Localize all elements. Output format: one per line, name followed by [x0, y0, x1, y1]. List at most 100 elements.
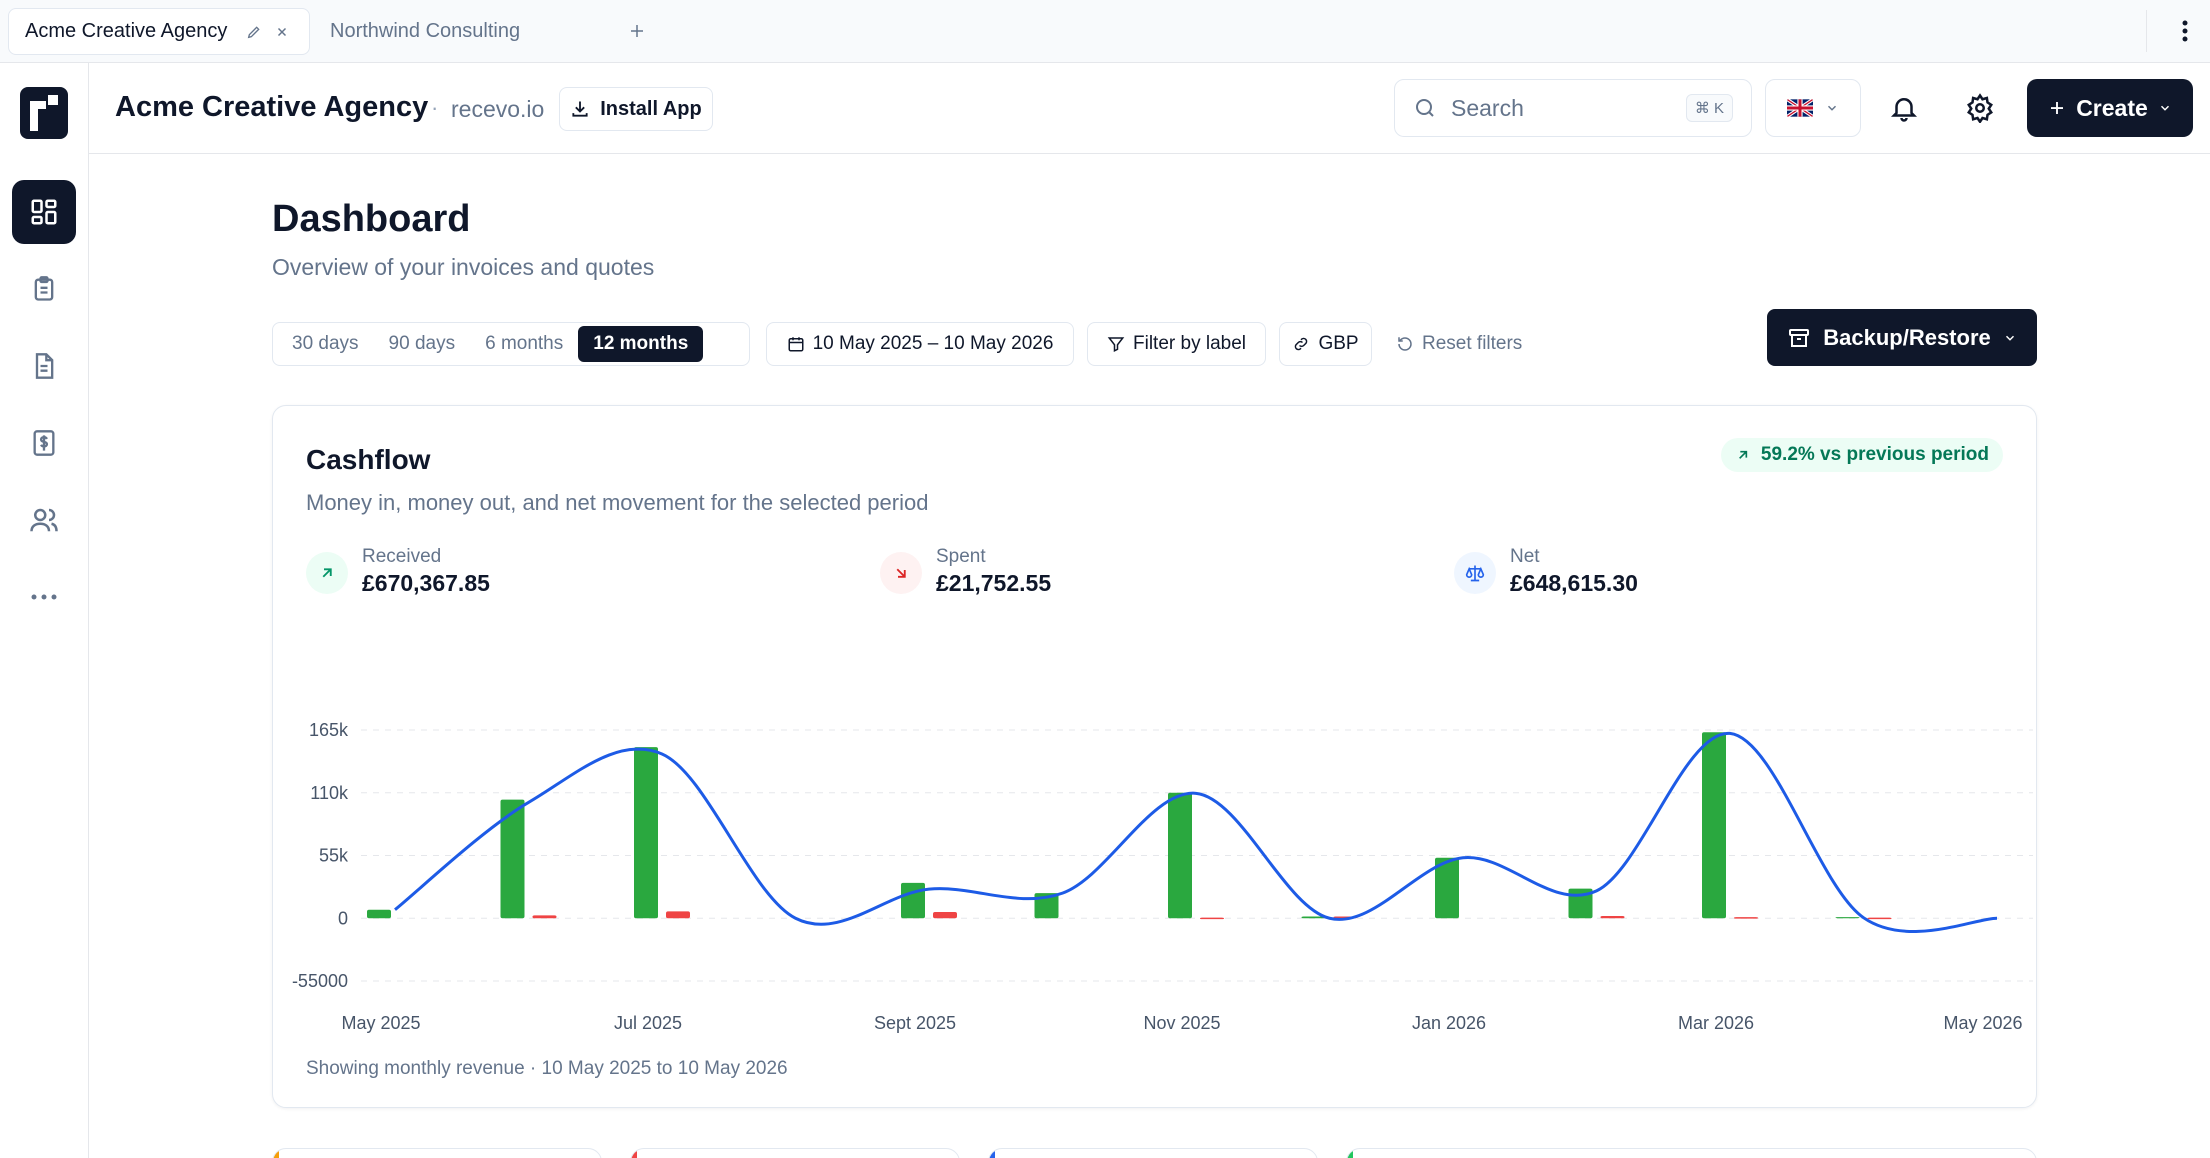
stat-value: £670,367.85: [362, 570, 490, 596]
card-accent: [1347, 1149, 1353, 1158]
range-6-months[interactable]: 6 months: [485, 333, 564, 354]
received-bar: [500, 799, 525, 919]
trend-badge: 59.2% vs previous period: [1720, 438, 2003, 472]
x-tick-label: Jul 2025: [614, 1013, 682, 1033]
notifications-button[interactable]: [1875, 79, 1933, 137]
range-12-months[interactable]: 12 months: [578, 326, 704, 362]
plus-icon: [2051, 102, 2064, 114]
sidebar-item-clients[interactable]: [12, 488, 76, 552]
search-icon: [1416, 99, 1434, 117]
filter-by-label-button[interactable]: Filter by label: [1087, 322, 1266, 366]
workspace-domain: recevo.io: [451, 96, 545, 122]
card-accent: [989, 1149, 995, 1158]
document-icon: [35, 353, 54, 379]
received-bar: [901, 882, 925, 919]
net-line: [394, 731, 1998, 933]
more-horizontal-icon: [31, 594, 57, 600]
sidebar-item-invoices[interactable]: [12, 334, 76, 398]
uk-flag-icon: [1787, 99, 1813, 117]
arrow-down-right-icon: [880, 552, 922, 594]
create-button[interactable]: Create: [2027, 79, 2193, 137]
close-icon[interactable]: [271, 21, 293, 43]
gear-icon: [1967, 93, 1993, 123]
spent-bar: [1734, 917, 1758, 919]
sidebar-item-dashboard[interactable]: [12, 180, 76, 244]
spent-bar: [532, 915, 557, 919]
x-tick-label: Mar 2026: [1678, 1013, 1754, 1033]
y-tick-label: 110k: [310, 783, 349, 803]
filter-by-label-text: Filter by label: [1133, 333, 1246, 354]
date-range-label: 10 May 2025 – 10 May 2026: [812, 333, 1054, 354]
title-separator: ·: [431, 95, 439, 120]
stat-label: Net: [1510, 546, 1540, 567]
y-tick-label: -55000: [292, 971, 348, 991]
x-tick-label: May 2026: [1943, 1013, 2022, 1033]
spent-bar: [1200, 917, 1224, 920]
arrow-up-right-icon: [1738, 450, 1748, 459]
x-tick-label: Sept 2025: [874, 1013, 956, 1033]
date-range-picker[interactable]: 10 May 2025 – 10 May 2026: [766, 322, 1074, 366]
stat-received: Received £670,367.85: [306, 546, 490, 597]
trend-text: 59.2% vs previous period: [1760, 444, 1989, 465]
window-tab-strip: Acme Creative Agency Northwind Consultin…: [0, 0, 2210, 63]
chevron-down-icon: [2005, 335, 2014, 341]
archive-icon: [1789, 328, 1810, 347]
received-bar: [1168, 792, 1192, 919]
language-selector[interactable]: [1765, 79, 1861, 137]
summary-card: [272, 1148, 602, 1158]
range-30-days[interactable]: 30 days: [292, 333, 359, 354]
app-logo[interactable]: [20, 87, 68, 139]
received-bar: [634, 747, 658, 919]
tab-label: Northwind Consulting: [330, 20, 521, 42]
backup-restore-button[interactable]: Backup/Restore: [1767, 309, 2037, 366]
currency-button[interactable]: GBP: [1279, 322, 1372, 366]
summary-card: [630, 1148, 960, 1158]
y-tick-label: 55k: [319, 846, 349, 866]
received-bar: [1301, 916, 1326, 919]
sidebar: [0, 63, 89, 1158]
reset-filters-label: Reset filters: [1422, 333, 1523, 354]
reset-filters-button[interactable]: Reset filters: [1396, 322, 1522, 366]
card-accent: [631, 1149, 637, 1158]
search-placeholder: Search: [1451, 94, 1524, 121]
cashflow-subtitle: Money in, money out, and net movement fo…: [306, 490, 929, 515]
range-90-days[interactable]: 90 days: [388, 333, 456, 354]
x-tick-label: Jan 2026: [1412, 1013, 1486, 1033]
search-shortcut: ⌘ K: [1685, 94, 1733, 122]
summary-card: [988, 1148, 1318, 1158]
sidebar-item-quotes[interactable]: [12, 257, 76, 321]
page-subtitle: Overview of your invoices and quotes: [272, 254, 655, 280]
chevron-down-icon: [1827, 105, 1837, 111]
dashboard-icon: [31, 199, 57, 225]
install-app-label: Install App: [600, 97, 702, 120]
x-tick-label: Nov 2025: [1143, 1013, 1220, 1033]
sidebar-item-more[interactable]: [12, 565, 76, 629]
spent-bar: [1867, 917, 1892, 920]
date-range-presets: 30 days 90 days 6 months 12 months: [272, 322, 750, 366]
received-bar: [1702, 732, 1726, 919]
received-bar: [1435, 857, 1459, 919]
tab-northwind-consulting[interactable]: Northwind Consulting: [314, 8, 654, 55]
install-app-button[interactable]: Install App: [559, 87, 713, 131]
create-label: Create: [2076, 94, 2148, 121]
settings-button[interactable]: [1951, 79, 2009, 137]
arrow-up-right-icon: [306, 552, 348, 594]
users-icon: [30, 508, 58, 532]
reset-icon: [1398, 337, 1412, 351]
y-tick-label: 0: [338, 908, 348, 928]
app-header: Acme Creative Agency · recevo.io Install…: [89, 63, 2210, 154]
tab-acme-creative-agency[interactable]: Acme Creative Agency: [8, 8, 310, 55]
workspace-title: Acme Creative Agency: [115, 91, 429, 123]
sidebar-item-receipts[interactable]: [12, 411, 76, 475]
bell-icon: [1890, 98, 1918, 122]
stat-label: Received: [362, 546, 442, 567]
x-tick-label: May 2025: [341, 1013, 420, 1033]
spent-bar: [1600, 915, 1625, 919]
more-vertical-icon[interactable]: [2168, 14, 2202, 48]
add-tab-icon[interactable]: [620, 14, 654, 48]
pencil-icon[interactable]: [243, 21, 265, 43]
spent-bar: [933, 911, 957, 919]
search-input[interactable]: Search ⌘ K: [1394, 79, 1752, 137]
summary-card: [1346, 1148, 2037, 1158]
stat-value: £648,615.30: [1510, 570, 1638, 596]
